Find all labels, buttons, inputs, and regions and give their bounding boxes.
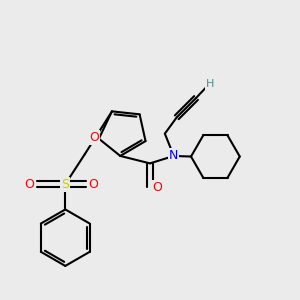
- Text: O: O: [89, 131, 99, 144]
- Text: O: O: [152, 181, 162, 194]
- Text: O: O: [88, 178, 98, 191]
- Text: O: O: [25, 178, 34, 191]
- Text: N: N: [169, 149, 178, 162]
- Text: H: H: [206, 79, 214, 89]
- Text: S: S: [61, 178, 69, 191]
